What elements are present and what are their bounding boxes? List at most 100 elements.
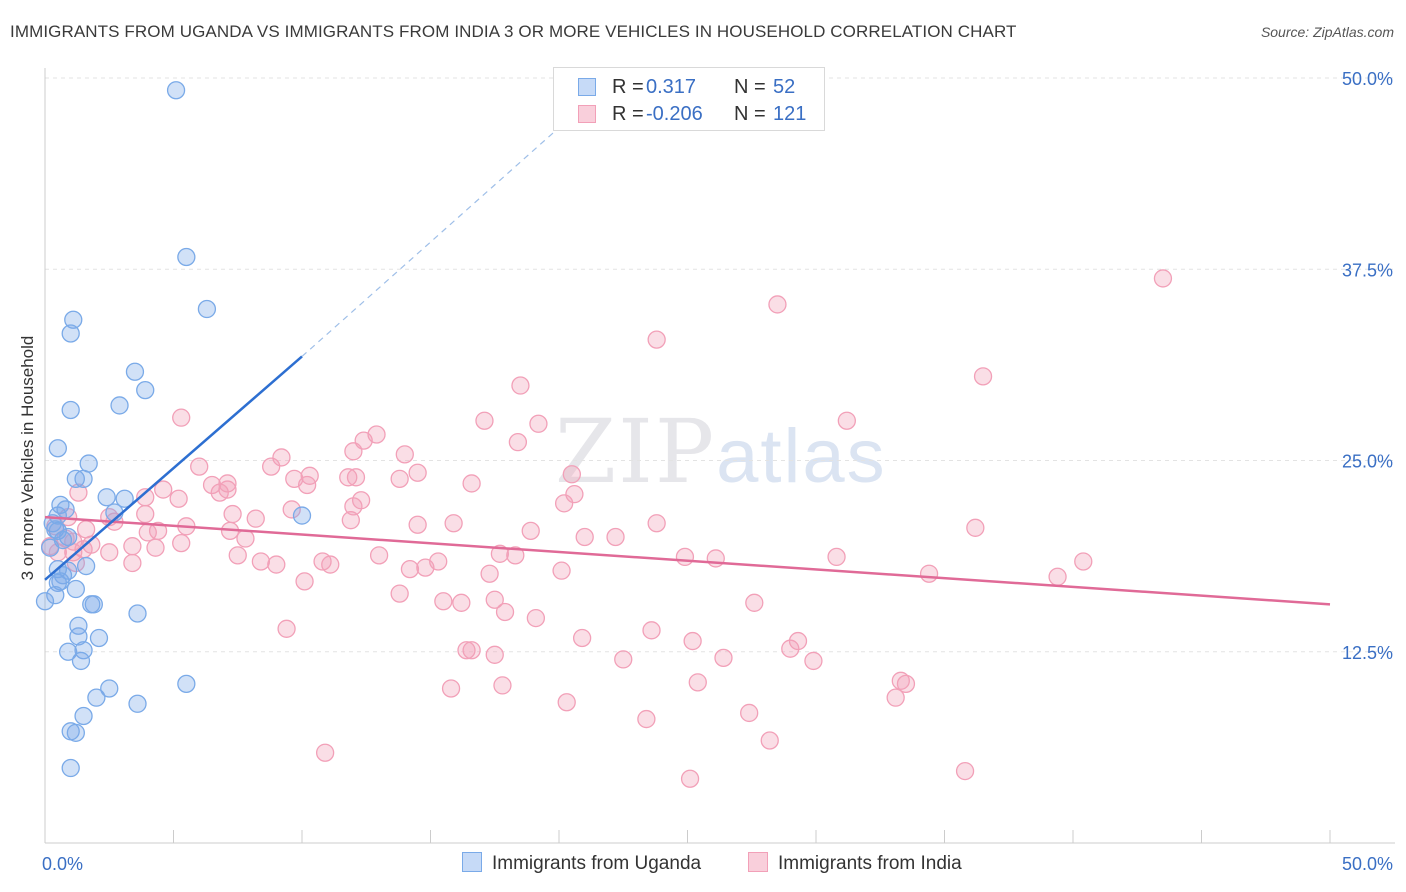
india-point	[277, 619, 296, 638]
india-point	[891, 671, 910, 690]
india-point	[100, 543, 119, 562]
india-point	[521, 521, 540, 541]
india-point	[462, 641, 481, 660]
india-point	[416, 558, 435, 577]
legend-n-label: N =	[734, 76, 766, 98]
india-point	[683, 631, 702, 651]
uganda-point	[69, 627, 88, 646]
india-point	[169, 489, 188, 508]
uganda-point	[61, 758, 80, 778]
uganda-point	[292, 506, 312, 525]
uganda-point	[100, 679, 119, 698]
india-point	[457, 641, 476, 660]
india-point	[768, 295, 787, 314]
india-point	[236, 529, 255, 548]
uganda-point	[166, 81, 186, 100]
legend-n-value: 121	[773, 103, 807, 125]
india-point	[444, 514, 463, 533]
uganda-point	[115, 489, 134, 508]
india-point	[400, 559, 420, 579]
india-point	[647, 330, 666, 349]
india-point	[490, 544, 510, 563]
india-point	[475, 411, 494, 430]
uganda-point	[71, 651, 91, 671]
india-point	[565, 485, 584, 504]
india-point	[172, 533, 191, 553]
india-point	[223, 504, 242, 524]
india-point	[562, 465, 581, 484]
uganda-point	[110, 396, 129, 415]
uganda-point	[128, 694, 147, 713]
bottom-legend-swatch-india	[748, 852, 768, 872]
uganda-point	[48, 439, 67, 458]
india-point	[1153, 269, 1173, 288]
india-point	[408, 463, 427, 482]
legend-n-label: N =	[734, 103, 766, 125]
india-point	[390, 584, 409, 603]
india-point	[339, 468, 358, 487]
india-point	[272, 448, 291, 467]
legend-swatch-uganda	[578, 78, 596, 96]
india-point	[714, 648, 733, 668]
india-point	[321, 555, 340, 574]
india-point	[190, 457, 209, 476]
india-point	[344, 442, 363, 461]
uganda-point	[64, 310, 83, 329]
india-point	[251, 552, 271, 571]
india-point	[154, 480, 173, 499]
india-point	[297, 475, 317, 495]
india-point	[267, 555, 286, 574]
source-label: Source: ZipAtlas.com	[1260, 24, 1394, 40]
uganda-point	[66, 469, 85, 489]
india-point	[642, 621, 661, 640]
y-tick-label: 12.5%	[1342, 643, 1393, 663]
india-point	[485, 645, 504, 664]
india-point	[675, 547, 695, 567]
uganda-trend-extension	[301, 115, 573, 357]
india-point	[462, 474, 481, 493]
uganda-point	[136, 380, 155, 400]
india-point	[966, 518, 985, 537]
x-tick-label-max: 50.0%	[1342, 854, 1393, 874]
uganda-point	[79, 454, 98, 473]
chart-title: IMMIGRANTS FROM UGANDA VS IMMIGRANTS FRO…	[10, 22, 1017, 41]
india-point	[390, 469, 409, 489]
uganda-trend-line	[44, 355, 303, 581]
india-point	[827, 547, 846, 567]
india-point	[740, 703, 759, 723]
y-axis-title: 3 or more Vehicles in Household	[18, 335, 37, 581]
india-point	[1048, 567, 1067, 586]
uganda-point	[35, 592, 55, 611]
india-point	[493, 676, 512, 695]
india-point	[369, 546, 389, 565]
india-point	[526, 608, 546, 628]
india-point	[452, 593, 471, 612]
uganda-point	[40, 538, 60, 557]
india-point	[480, 564, 499, 583]
india-point	[508, 432, 528, 452]
india-point	[228, 546, 247, 565]
uganda-point	[61, 324, 80, 343]
india-point	[552, 561, 571, 580]
india-point	[282, 500, 301, 519]
uganda-point	[61, 400, 80, 420]
india-point	[575, 527, 594, 547]
india-point	[896, 674, 916, 694]
india-trend-line	[44, 515, 1331, 606]
uganda-point	[97, 488, 116, 507]
india-point	[506, 546, 525, 565]
india-point	[1074, 552, 1093, 571]
india-point	[210, 483, 229, 502]
india-point	[637, 709, 656, 729]
india-point	[955, 761, 975, 781]
india-point	[706, 549, 725, 568]
bottom-legend-uganda: Immigrants from Uganda	[462, 852, 701, 875]
uganda-point	[76, 556, 96, 576]
india-point	[395, 445, 414, 464]
india-point	[837, 411, 856, 430]
india-point	[495, 602, 515, 622]
watermark-zip: ZIP	[555, 400, 717, 503]
stats-legend: R = 0.317 N = 52 R = -0.206 N = 121	[553, 67, 825, 131]
india-point	[262, 457, 281, 476]
bottom-legend-label-india: Immigrants from India	[778, 853, 962, 874]
